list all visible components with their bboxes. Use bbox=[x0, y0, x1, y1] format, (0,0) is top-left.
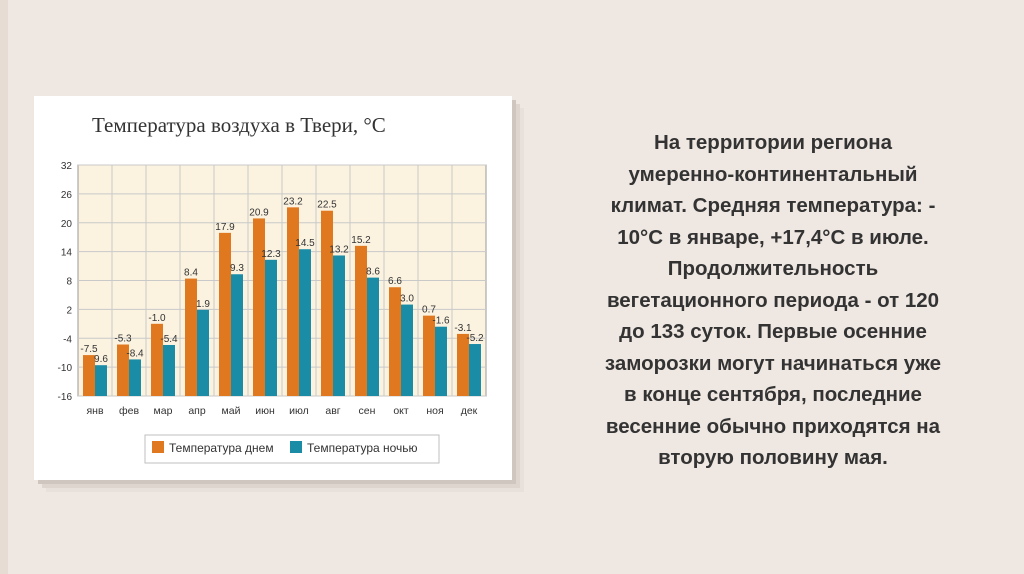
bar-day-окт bbox=[389, 287, 401, 396]
x-tick-label: ноя bbox=[426, 405, 443, 417]
bar-day-фев bbox=[117, 344, 129, 396]
bar-day-июн bbox=[253, 218, 265, 396]
bar-data-label: -1.6 bbox=[432, 316, 450, 327]
bar-data-label: 17.9 bbox=[215, 222, 235, 233]
bar-night-фев bbox=[129, 359, 141, 396]
x-tick-label: май bbox=[222, 405, 241, 417]
x-tick-label: мар bbox=[154, 405, 173, 417]
bar-night-дек bbox=[469, 344, 481, 396]
bar-night-ноя bbox=[435, 326, 447, 396]
bar-night-июл bbox=[299, 249, 311, 396]
bar-data-label: 9.3 bbox=[230, 263, 244, 274]
x-tick-label: фев bbox=[119, 405, 139, 417]
bar-night-июн bbox=[265, 259, 277, 396]
legend-label-day: Температура днем bbox=[169, 441, 274, 455]
slide-body-text: На территории региона умеренно-континент… bbox=[604, 131, 942, 469]
bar-data-label: 6.6 bbox=[388, 276, 402, 287]
bar-night-апр bbox=[197, 309, 209, 396]
bar-data-label: -5.3 bbox=[114, 334, 132, 345]
y-tick-label: 32 bbox=[61, 161, 73, 172]
y-tick-label: -4 bbox=[63, 334, 72, 345]
bar-day-ноя bbox=[423, 315, 435, 396]
y-tick-label: -10 bbox=[58, 363, 73, 374]
legend-swatch-day bbox=[152, 441, 164, 453]
x-tick-label: июл bbox=[289, 405, 309, 417]
bar-data-label: 12.3 bbox=[261, 249, 281, 260]
bar-day-дек bbox=[457, 333, 469, 396]
y-tick-label: 14 bbox=[61, 248, 73, 259]
bar-night-авг bbox=[333, 255, 345, 396]
bar-data-label: 3.0 bbox=[400, 294, 414, 305]
bar-day-май bbox=[219, 232, 231, 396]
x-tick-label: июн bbox=[255, 405, 275, 417]
y-tick-label: 26 bbox=[61, 190, 73, 201]
x-tick-label: авг bbox=[325, 405, 340, 417]
x-tick-label: окт bbox=[393, 405, 409, 417]
bar-night-сен bbox=[367, 277, 379, 396]
y-tick-label: 20 bbox=[61, 219, 73, 230]
x-tick-label: дек bbox=[461, 405, 478, 417]
bar-data-label: 8.4 bbox=[184, 268, 198, 279]
bar-day-янв bbox=[83, 355, 95, 396]
bar-data-label: 23.2 bbox=[283, 196, 303, 207]
bar-day-апр bbox=[185, 278, 197, 396]
y-tick-label: -16 bbox=[58, 392, 73, 403]
bar-data-label: 0.7 bbox=[422, 305, 436, 316]
bar-data-label: -5.4 bbox=[160, 334, 178, 345]
bar-night-янв bbox=[95, 365, 107, 396]
x-tick-label: янв bbox=[86, 405, 103, 417]
bar-day-мар bbox=[151, 323, 163, 396]
bar-data-label: 22.5 bbox=[317, 200, 337, 211]
x-tick-label: апр bbox=[188, 405, 206, 417]
bar-data-label: -3.1 bbox=[454, 323, 472, 334]
bar-data-label: -8.4 bbox=[126, 348, 144, 359]
slide-edge-strip bbox=[0, 0, 8, 574]
bar-data-label: 14.5 bbox=[295, 238, 315, 249]
bar-day-июл bbox=[287, 207, 299, 396]
chart-legend: Температура днем Температура ночью bbox=[144, 434, 440, 464]
bar-data-label: -1.0 bbox=[148, 313, 166, 324]
x-tick-label: сен bbox=[359, 405, 376, 417]
bar-data-label: 1.9 bbox=[196, 299, 210, 310]
legend-label-night: Температура ночью bbox=[307, 441, 418, 455]
bar-data-label: 15.2 bbox=[351, 235, 371, 246]
bar-data-label: -5.2 bbox=[466, 333, 484, 344]
bar-night-май bbox=[231, 274, 243, 396]
y-tick-label: 8 bbox=[66, 277, 72, 288]
temperature-chart: Температура воздуха в Твери, °С -7.59.6-… bbox=[58, 113, 487, 464]
chart-title: Температура воздуха в Твери, °С bbox=[92, 113, 386, 137]
bar-data-label: -7.5 bbox=[80, 344, 98, 355]
bar-data-label: 20.9 bbox=[249, 207, 269, 218]
bar-day-авг bbox=[321, 210, 333, 396]
bar-day-сен bbox=[355, 245, 367, 396]
bar-data-label: 8.6 bbox=[366, 267, 380, 278]
bar-data-label: 13.2 bbox=[329, 244, 349, 255]
legend-swatch-night bbox=[290, 441, 302, 453]
y-tick-label: 2 bbox=[66, 305, 72, 316]
bar-night-окт bbox=[401, 304, 413, 396]
bar-night-мар bbox=[163, 344, 175, 396]
bar-data-label: 9.6 bbox=[94, 354, 108, 365]
chart-card: Температура воздуха в Твери, °С -7.5 9.6-… bbox=[34, 96, 512, 480]
